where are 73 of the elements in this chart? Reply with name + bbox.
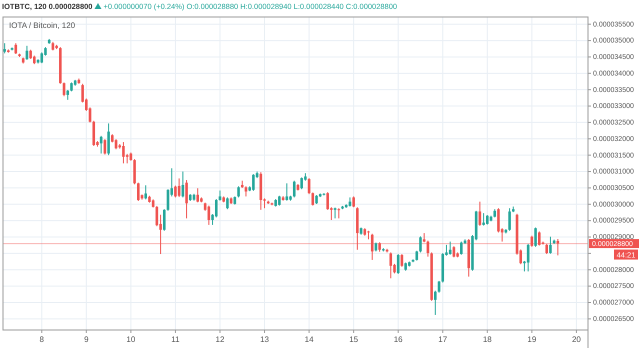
candlestick [370, 233, 374, 260]
candlestick [545, 243, 548, 255]
candlestick [208, 205, 210, 226]
candlestick [174, 185, 177, 198]
candlestick [104, 138, 106, 156]
x-tick-label: 14 [304, 335, 314, 344]
candlestick [378, 242, 381, 252]
candlestick [196, 188, 200, 203]
candlestick [549, 236, 552, 254]
candlestick [122, 142, 125, 164]
candlestick [396, 254, 400, 275]
candlestick [226, 196, 229, 210]
candlestick [26, 45, 28, 60]
x-tick-label: 19 [527, 335, 537, 344]
candlestick [497, 208, 500, 233]
candlestick [348, 196, 352, 208]
candlestick [311, 192, 314, 206]
candlestick [300, 176, 303, 190]
candlestick [338, 208, 340, 219]
candlestick [144, 184, 148, 200]
x-tick-label: 16 [394, 335, 404, 344]
candlestick [508, 208, 511, 232]
candlestick [534, 227, 537, 248]
candlestick [182, 171, 184, 198]
x-tick-label: 11 [171, 335, 180, 344]
candlestick [478, 201, 482, 226]
candlestick [326, 192, 329, 210]
candlestick [278, 195, 281, 206]
candlestick [460, 241, 463, 256]
x-tick-label: 12 [216, 335, 225, 344]
x-tick-label: 10 [126, 335, 136, 344]
candlestick [482, 212, 485, 226]
candlestick [100, 135, 102, 154]
candlestick [252, 174, 255, 192]
candlestick [92, 120, 96, 146]
x-tick-label: 13 [260, 335, 270, 344]
candlestick [452, 246, 456, 258]
x-tick-label: 9 [84, 335, 90, 344]
candlestick [438, 280, 440, 294]
candlestick [3, 42, 6, 54]
candlestick [526, 243, 530, 272]
x-tick-label: 15 [349, 335, 359, 344]
x-tick-label: 18 [482, 335, 492, 344]
x-tick-label: 8 [40, 335, 45, 344]
candlestick [14, 42, 18, 54]
candlestick [133, 158, 136, 185]
candlestick [40, 52, 44, 64]
candlestick [156, 205, 158, 227]
candlestick [426, 240, 430, 258]
candlestick [286, 182, 288, 202]
candlestick [308, 178, 310, 195]
candlestick [237, 186, 240, 198]
candlestick [352, 196, 355, 208]
candlestick [434, 290, 437, 316]
candlestick [389, 252, 392, 279]
candlestick [292, 180, 296, 198]
text: IOTA / Bitcoin, 120 [9, 21, 76, 30]
candlestick [400, 254, 404, 268]
candlestick [29, 49, 32, 60]
candlestick [334, 207, 336, 219]
candlestick [538, 230, 541, 246]
candlestick [486, 214, 489, 226]
candlestick [556, 238, 560, 256]
candlestick [178, 178, 180, 198]
candlestick [530, 235, 534, 248]
x-tick-label: 17 [438, 335, 448, 344]
candlestick [214, 198, 218, 218]
candlestick [66, 90, 70, 100]
candlestick [107, 122, 110, 156]
candlestick [137, 182, 140, 202]
candlestick [185, 180, 188, 219]
x-tick-label: 20 [572, 335, 582, 344]
candlestick [448, 241, 452, 256]
